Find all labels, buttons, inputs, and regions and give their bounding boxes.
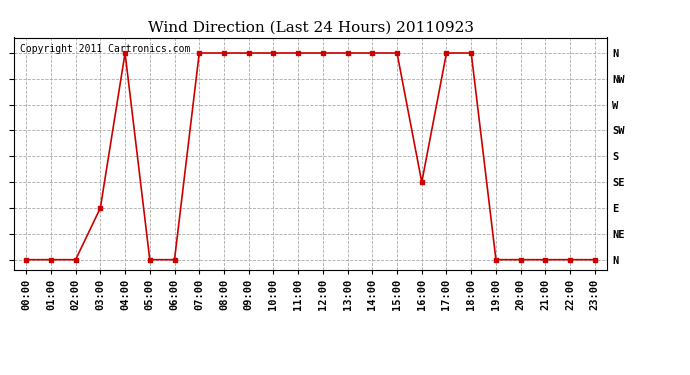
Title: Wind Direction (Last 24 Hours) 20110923: Wind Direction (Last 24 Hours) 20110923 xyxy=(148,21,473,35)
Text: Copyright 2011 Cartronics.com: Copyright 2011 Cartronics.com xyxy=(20,45,190,54)
